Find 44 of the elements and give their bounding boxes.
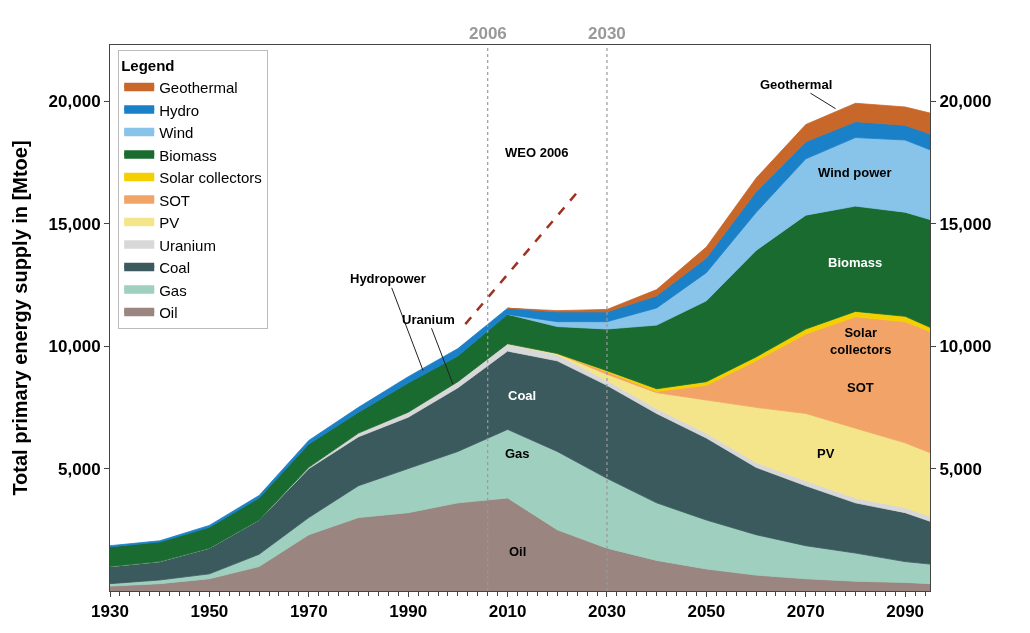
- y-tick-label: 5,000: [58, 459, 101, 479]
- y2-tick-label: 20,000: [939, 92, 992, 112]
- annotation: WEO 2006: [505, 145, 569, 160]
- legend-label: SOT: [159, 191, 191, 209]
- legend-label: Uranium: [159, 236, 216, 254]
- x-tick-label: 1970: [289, 602, 328, 622]
- annotation: Solar collectors: [830, 325, 892, 357]
- y2-tick-label: 15,000: [939, 214, 992, 234]
- annotation: Uranium: [402, 312, 455, 327]
- x-tick-label: 2090: [886, 602, 925, 622]
- y-axis-title: Total primary energy supply in [Mtoe]: [9, 140, 32, 496]
- annotation: Coal: [508, 388, 537, 403]
- annotation: Gas: [505, 446, 530, 461]
- annotation: Wind power: [818, 165, 892, 180]
- legend-label: Solar collectors: [159, 169, 262, 187]
- annotation: PV: [817, 446, 835, 461]
- legend-label: Oil: [159, 304, 178, 322]
- legend-label: Geothermal: [159, 79, 238, 97]
- annotation: SOT: [847, 380, 874, 395]
- legend-title: Legend: [121, 56, 175, 74]
- x-tick-label: 2050: [687, 602, 726, 622]
- x-tick-label: 1930: [91, 602, 129, 622]
- x-tick-label: 2030: [588, 602, 626, 622]
- x-tick-label: 1990: [389, 602, 428, 622]
- legend-label: PV: [159, 214, 180, 232]
- y-tick-label: 20,000: [48, 92, 101, 112]
- y-tick-label: 10,000: [48, 337, 101, 357]
- x-tick-label: 2010: [488, 602, 527, 622]
- ref-line-label: 2030: [588, 24, 626, 43]
- annotation: Biomass: [828, 255, 883, 270]
- ref-line-label: 2006: [469, 24, 507, 43]
- annotation: Oil: [509, 544, 527, 559]
- y2-tick-label: 5,000: [939, 459, 982, 479]
- y2-tick-label: 10,000: [939, 337, 992, 357]
- legend-label: Hydro: [159, 101, 200, 119]
- x-tick-label: 1950: [190, 602, 229, 622]
- y-tick-label: 15,000: [48, 214, 101, 234]
- legend-label: Biomass: [159, 146, 217, 164]
- legend-label: Coal: [159, 259, 191, 277]
- legend-label: Wind: [159, 124, 194, 142]
- legend-label: Gas: [159, 281, 187, 299]
- annotation: Hydropower: [350, 271, 426, 286]
- annotation: Geothermal: [760, 77, 833, 92]
- x-tick-label: 2070: [786, 602, 825, 622]
